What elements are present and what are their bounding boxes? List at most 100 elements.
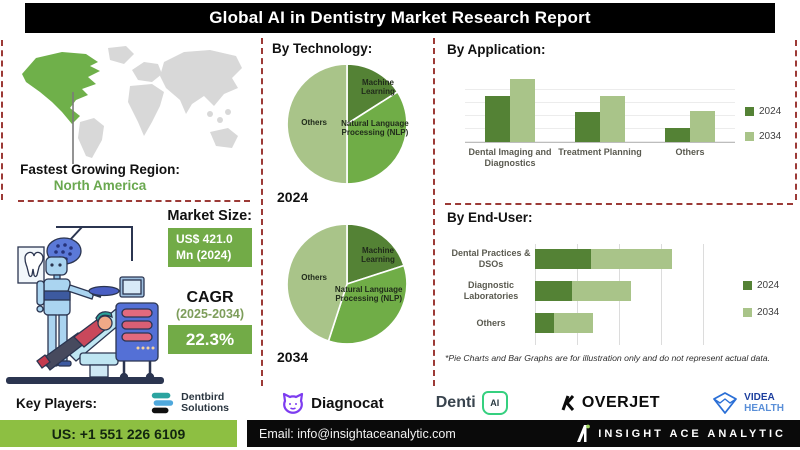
legend-swatch [745,107,754,116]
bar-2034 [591,249,673,269]
end-user-heading: By End-User: [447,210,533,225]
divider [433,38,435,386]
cagr-label: CAGR [186,289,234,306]
pie-label-nlp: Natural Language Processing (NLP) [334,285,403,304]
pie-slice-1 [327,264,408,345]
bar-track [535,249,743,269]
patient-cap [95,311,113,324]
application-legend: 2024 2034 [745,106,781,142]
divider [1,40,3,200]
legend-swatch [743,281,752,290]
bar-track [535,313,743,333]
bar-group: Others [645,77,735,157]
legend-label: 2024 [759,106,782,117]
logo-diagnocat: Diagnocat [281,391,384,415]
divider [445,203,793,205]
robot-arm [67,284,95,300]
brand-name: INSIGHT ACE ANALYTIC [598,427,786,440]
bar-2034 [572,281,631,301]
bar-group: Treatment Planning [555,77,645,157]
fastest-region-heading: Fastest Growing Region: [20,162,180,177]
category-label: Dental Imaging and Diagnostics [468,147,552,169]
end-user-bar-chart: Dental Practices & DSOs Diagnostic Labora… [447,244,743,345]
bar-2024 [575,112,600,142]
robot-arm [36,280,45,306]
application-bar-chart: Dental Imaging and Diagnostics Treatment … [465,77,735,168]
region-greenland [108,46,134,64]
key-players-heading: Key Players: [16,395,98,411]
brand: INSIGHT ACE ANALYTIC [576,424,800,443]
category-label: Others [476,317,506,328]
dentbird-icon [151,392,174,414]
diagnocat-label: Diagnocat [311,394,384,412]
technology-heading: By Technology: [272,41,373,56]
region-south-america [78,118,104,158]
legend-item: 2034 [745,131,781,142]
bar-row: Dental Practices & DSOs [447,248,743,269]
tooth-icon [24,251,44,278]
phone-number: US: +1 551 226 6109 [51,425,186,442]
region-north-america [22,52,100,124]
region-island [207,111,213,117]
pie-slice-2 [286,223,348,343]
region-europe [132,62,162,82]
robot-head [45,256,68,276]
pie-label-machine-learning: Machine Learning [361,245,395,264]
bar-row: Others [447,313,743,333]
pie-label-machine-learning: Machine Learning [361,78,395,97]
floor [6,377,164,384]
legend-label: 2034 [757,307,780,318]
bar-2024 [535,281,573,301]
bar-group: Dental Imaging and Diagnostics [465,77,555,168]
region-island [225,109,231,115]
logo-overjet: OVERJET [560,394,660,412]
legend-item: 2024 [745,106,781,117]
key-players-row: Key Players: Dentbird Solutions Diagnoca… [0,388,800,418]
pie-block-2034: Machine Learning Natural Language Proces… [277,222,409,365]
bar-2024 [535,249,592,269]
region-asia [160,50,242,114]
pie-year-label: 2024 [277,189,309,205]
bar-2024 [485,95,510,142]
pie-slice-0 [346,223,406,286]
pie-slice-1 [346,90,408,185]
category-label: Others [675,147,705,157]
bar-2034 [690,110,715,142]
market-size-value: US$ 421.0 Mn (2024) [168,228,252,268]
category-label: Treatment Planning [558,147,642,157]
pie-slice-2 [286,63,348,185]
dentbird-label-2: Solutions [181,402,230,414]
region-africa [128,84,164,136]
disclaimer-note: *Pie Charts and Bar Graphs are for illus… [445,353,771,363]
pie-svg [286,223,408,345]
pie-year-label: 2034 [277,349,309,365]
region-island [217,117,223,123]
page-title: Global AI in Dentistry Market Research R… [209,8,591,27]
diagnocat-cat-icon [283,392,304,414]
logo-dentbird: Dentbird Solutions [149,390,229,416]
denti-ai-badge: AI [481,391,508,415]
technology-section: By Technology: Machine Learning Natural … [263,36,434,388]
videa-diamond-icon [713,392,738,414]
pie-label-nlp: Natural Language Processing (NLP) [341,119,409,138]
legend-item: 2024 [743,280,779,291]
instrument-tray [88,285,120,297]
phone-banner: US: +1 551 226 6109 [0,420,237,447]
pie-chart-2034: Machine Learning Natural Language Proces… [285,222,409,346]
legend-item: 2034 [743,307,779,318]
denti-label: Denti [435,394,476,411]
pie-label-others: Others [301,272,328,282]
fastest-region-value: North America [53,178,147,193]
title-bar: Global AI in Dentistry Market Research R… [25,3,775,33]
legend-label: 2034 [759,131,782,142]
category-label: Dental Practices & DSOs [451,248,531,269]
overjet-bolt-icon [561,395,574,411]
market-size-heading: Market Size: [167,208,252,224]
overjet-label: OVERJET [581,394,661,411]
divider [795,40,797,200]
insight-ace-logo-icon [577,424,591,442]
cagr-period: (2025-2034) [175,307,245,321]
logo-videa-health: VIDEA HEALTH [712,391,784,415]
bar-track [535,281,743,301]
